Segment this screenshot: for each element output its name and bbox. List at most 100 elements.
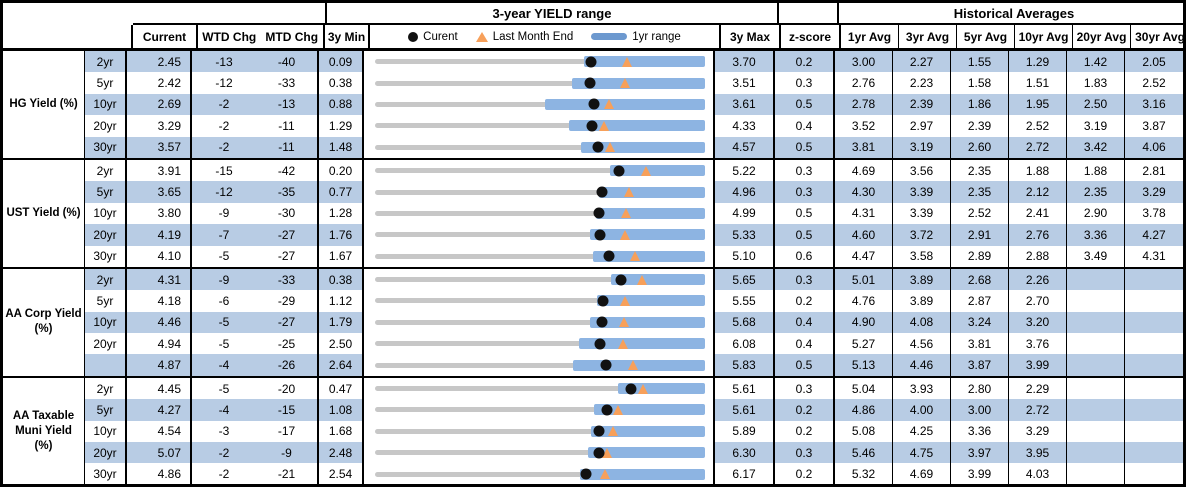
- avg-value-3: 3.20: [1009, 311, 1067, 334]
- range-plot-area: [375, 421, 705, 442]
- current-marker: [585, 56, 597, 68]
- table-row: 5yr 2.42 -12 -33 0.38 3.51 0.3 2.76 2.23 1.58 1.51…: [85, 72, 1183, 94]
- yield-range-chart: [364, 202, 715, 225]
- current-value: 4.94: [127, 333, 192, 355]
- 3y-min-value: 1.76: [319, 224, 364, 246]
- last-month-end-marker: [636, 274, 647, 285]
- range-plot-area: [375, 399, 705, 420]
- z-score-value: 0.3: [775, 268, 835, 291]
- avg-value-5: [1125, 399, 1183, 421]
- z-score-value: 0.5: [775, 354, 835, 376]
- wtd-chg-value: -12: [192, 181, 256, 203]
- table-row: 20yr 4.19 -7 -27 1.76 5.33 0.5 4.60 3.72 2.91 2.76…: [85, 224, 1183, 246]
- tenor-label: 30yr: [85, 136, 127, 158]
- legend-last-month-item: Last Month End: [475, 31, 573, 43]
- yield-range-chart: [364, 290, 715, 312]
- table-row: 2yr 4.45 -5 -20 0.47 5.61 0.3 5.04 3.93 2.80 2.29: [85, 377, 1183, 400]
- avg-value-2: 2.89: [951, 245, 1009, 267]
- avg-value-4: [1067, 399, 1125, 421]
- 3y-range-track: [375, 189, 705, 195]
- 1yr-range-bar: [579, 468, 705, 480]
- last-month-end-marker: [620, 208, 631, 219]
- avg-value-3: 2.29: [1009, 377, 1067, 400]
- avg-value-2: 1.55: [951, 51, 1009, 73]
- 3y-max-value: 5.68: [715, 311, 775, 334]
- group-rows: 2yr 3.91 -15 -42 0.20 5.22 0.3 4.69 3.56 2.35 1.88…: [85, 159, 1183, 267]
- z-score-value: 0.3: [775, 442, 835, 464]
- mtd-chg-value: -21: [256, 463, 319, 484]
- tenor-label: 10yr: [85, 420, 127, 443]
- yield-range-chart: [364, 115, 715, 137]
- range-plot-area: [375, 181, 705, 202]
- avg-value-2: 1.86: [951, 93, 1009, 116]
- 3y-range-track: [375, 386, 705, 392]
- 1yr-range-bar: [578, 338, 705, 350]
- avg-value-1: 4.69: [893, 463, 951, 484]
- table-row: 30yr 4.86 -2 -21 2.54 6.17 0.2 5.32 4.69 3.99 4.03: [85, 463, 1183, 484]
- z-score-value: 0.2: [775, 420, 835, 443]
- 3y-min-value: 1.68: [319, 420, 364, 443]
- 1yr-range-bar: [545, 98, 705, 110]
- current-value: 5.07: [127, 442, 192, 464]
- 3y-min-value: 2.64: [319, 354, 364, 376]
- avg-value-3: 1.51: [1009, 72, 1067, 94]
- 3y-max-value: 4.96: [715, 181, 775, 203]
- z-score-value: 0.2: [775, 51, 835, 73]
- current-value: 2.42: [127, 72, 192, 94]
- avg-value-2: 2.39: [951, 115, 1009, 137]
- yield-range-chart: [364, 51, 715, 73]
- z-score-value: 0.3: [775, 181, 835, 203]
- avg-value-5: [1125, 268, 1183, 291]
- avg-value-3: 2.70: [1009, 290, 1067, 312]
- last-month-end-marker: [619, 229, 630, 240]
- 3y-range-track: [375, 471, 705, 477]
- tenor-label: 5yr: [85, 399, 127, 421]
- 3y-min-value: 1.79: [319, 311, 364, 334]
- avg-value-5: 2.05: [1125, 51, 1183, 73]
- last-month-end-marker: [613, 404, 624, 415]
- range-track-wrap: [364, 181, 713, 202]
- avg-value-4: 1.42: [1067, 51, 1125, 73]
- table-row: 30yr 3.57 -2 -11 1.48 4.57 0.5 3.81 3.19 2.60 2.72…: [85, 136, 1183, 158]
- current-value: 2.69: [127, 93, 192, 116]
- 3y-max-value: 4.99: [715, 202, 775, 225]
- tenor-label: 5yr: [85, 290, 127, 312]
- column-header-wtd: WTD Chg: [202, 29, 257, 44]
- last-month-end-marker: [619, 295, 630, 306]
- current-marker: [592, 141, 604, 153]
- current-marker: [580, 468, 592, 480]
- current-marker: [615, 274, 627, 286]
- tenor-label: 20yr: [85, 333, 127, 355]
- table-row: 20yr 3.29 -2 -11 1.29 4.33 0.4 3.52 2.97 2.39 2.52…: [85, 115, 1183, 137]
- 3y-range-track: [375, 277, 705, 283]
- column-header-3yr-avg: 3yr Avg: [899, 25, 957, 48]
- current-marker: [588, 98, 600, 110]
- range-plot-area: [375, 51, 705, 72]
- avg-value-1: 2.23: [893, 72, 951, 94]
- avg-value-3: 1.95: [1009, 93, 1067, 116]
- group-label: AA Corp Yield (%): [3, 268, 85, 376]
- 3y-range-track: [375, 298, 705, 304]
- current-value: 3.29: [127, 115, 192, 137]
- range-plot-area: [375, 378, 705, 399]
- wtd-chg-value: -9: [192, 202, 256, 225]
- 1yr-range-bar: [572, 359, 705, 371]
- avg-value-4: [1067, 333, 1125, 355]
- z-score-value: 0.2: [775, 290, 835, 312]
- column-header-wtd-mtd: WTD Chg MTD Chg: [198, 25, 325, 48]
- avg-value-3: 3.95: [1009, 442, 1067, 464]
- range-plot-area: [375, 137, 705, 158]
- current-marker: [593, 425, 605, 437]
- z-score-value: 0.3: [775, 72, 835, 94]
- 3y-range-track: [375, 428, 705, 434]
- range-track-wrap: [364, 160, 713, 181]
- last-month-end-marker: [600, 469, 610, 480]
- yield-range-chart: [364, 333, 715, 355]
- z-score-value: 0.4: [775, 311, 835, 334]
- avg-value-1: 3.19: [893, 136, 951, 158]
- avg-value-0: 5.32: [835, 463, 893, 484]
- tenor-label: 2yr: [85, 377, 127, 400]
- 3y-max-value: 6.17: [715, 463, 775, 484]
- avg-value-5: 4.31: [1125, 245, 1183, 267]
- avg-value-3: 1.88: [1009, 159, 1067, 182]
